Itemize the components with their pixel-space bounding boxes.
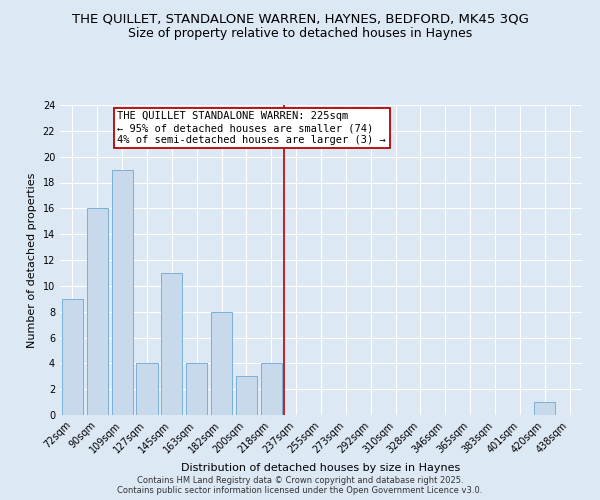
Text: Size of property relative to detached houses in Haynes: Size of property relative to detached ho… [128, 28, 472, 40]
Bar [112, 170, 133, 415]
Bar [534, 402, 555, 415]
Bar [62, 298, 83, 415]
Text: Contains HM Land Registry data © Crown copyright and database right 2025.: Contains HM Land Registry data © Crown c… [137, 476, 463, 485]
Bar [236, 376, 257, 415]
Text: Contains public sector information licensed under the Open Government Licence v3: Contains public sector information licen… [118, 486, 482, 495]
Bar [87, 208, 108, 415]
Bar [161, 273, 182, 415]
Bar [211, 312, 232, 415]
Bar [261, 364, 282, 415]
Text: THE QUILLET, STANDALONE WARREN, HAYNES, BEDFORD, MK45 3QG: THE QUILLET, STANDALONE WARREN, HAYNES, … [71, 12, 529, 26]
Bar [136, 364, 158, 415]
Y-axis label: Number of detached properties: Number of detached properties [27, 172, 37, 348]
X-axis label: Distribution of detached houses by size in Haynes: Distribution of detached houses by size … [181, 463, 461, 473]
Text: THE QUILLET STANDALONE WARREN: 225sqm
← 95% of detached houses are smaller (74)
: THE QUILLET STANDALONE WARREN: 225sqm ← … [117, 112, 386, 144]
Bar [186, 364, 207, 415]
